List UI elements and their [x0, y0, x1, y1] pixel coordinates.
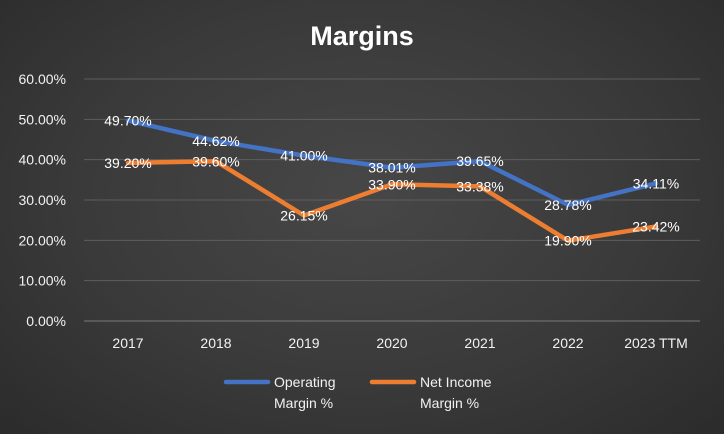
data-label: 41.00% — [280, 148, 327, 164]
y-axis-ticks: 0.00% 10.00% 20.00% 30.00% 40.00% 50.00% 60.00… — [19, 71, 66, 329]
data-point — [654, 181, 658, 186]
data-label: 49.70% — [104, 113, 151, 129]
data-point — [566, 202, 570, 207]
chart-title: Margins — [310, 21, 414, 51]
data-point — [566, 238, 570, 243]
data-point — [478, 184, 482, 189]
data-label: 33.38% — [456, 178, 503, 194]
data-point — [390, 182, 394, 187]
data-point — [126, 118, 130, 123]
x-tick-label: 2018 — [200, 335, 231, 351]
series-lines — [125, 118, 659, 243]
legend: Operating Margin % Net Income Margin % — [223, 374, 492, 411]
data-label: 44.62% — [192, 133, 239, 149]
x-tick-label: 2021 — [464, 335, 495, 351]
x-tick-label: 2023 TTM — [624, 335, 688, 351]
data-label: 38.01% — [368, 160, 415, 176]
legend-label: Margin % — [420, 395, 479, 411]
data-label: 28.78% — [544, 197, 591, 213]
x-tick-label: 2019 — [288, 335, 319, 351]
x-tick-label: 2017 — [112, 335, 143, 351]
y-tick-label: 10.00% — [19, 273, 66, 289]
data-point — [302, 213, 306, 218]
data-label: 34.11% — [633, 175, 679, 191]
data-point — [654, 224, 658, 229]
data-point — [214, 139, 218, 144]
data-point — [302, 153, 306, 158]
gridlines — [84, 78, 700, 322]
x-tick-label: 2022 — [552, 335, 583, 351]
data-label: 19.90% — [544, 233, 591, 249]
data-point — [214, 159, 218, 164]
x-tick-label: 2020 — [376, 335, 407, 351]
legend-label: Net Income — [420, 374, 492, 390]
data-label: 26.15% — [280, 208, 327, 224]
data-label: 39.60% — [192, 153, 239, 169]
legend-label: Operating — [274, 374, 335, 390]
data-label: 39.65% — [456, 153, 503, 169]
legend-label: Margin % — [274, 395, 333, 411]
y-tick-label: 40.00% — [19, 152, 66, 168]
data-label: 23.42% — [632, 219, 679, 235]
y-tick-label: 20.00% — [19, 232, 66, 248]
data-point — [478, 159, 482, 164]
y-tick-label: 50.00% — [19, 111, 66, 127]
data-labels: 49.70% 44.62% 41.00% 38.01% 39.65% 28.78% 34.1… — [104, 113, 679, 249]
data-label: 39.20% — [104, 155, 151, 171]
y-tick-label: 30.00% — [19, 192, 66, 208]
data-point — [390, 165, 394, 170]
y-tick-label: 0.00% — [26, 313, 66, 329]
x-axis-ticks: 2017 2018 2019 2020 2021 2022 2023 TTM — [112, 335, 687, 351]
data-point — [126, 160, 130, 165]
data-label: 33.90% — [368, 176, 415, 192]
y-tick-label: 60.00% — [19, 71, 66, 87]
